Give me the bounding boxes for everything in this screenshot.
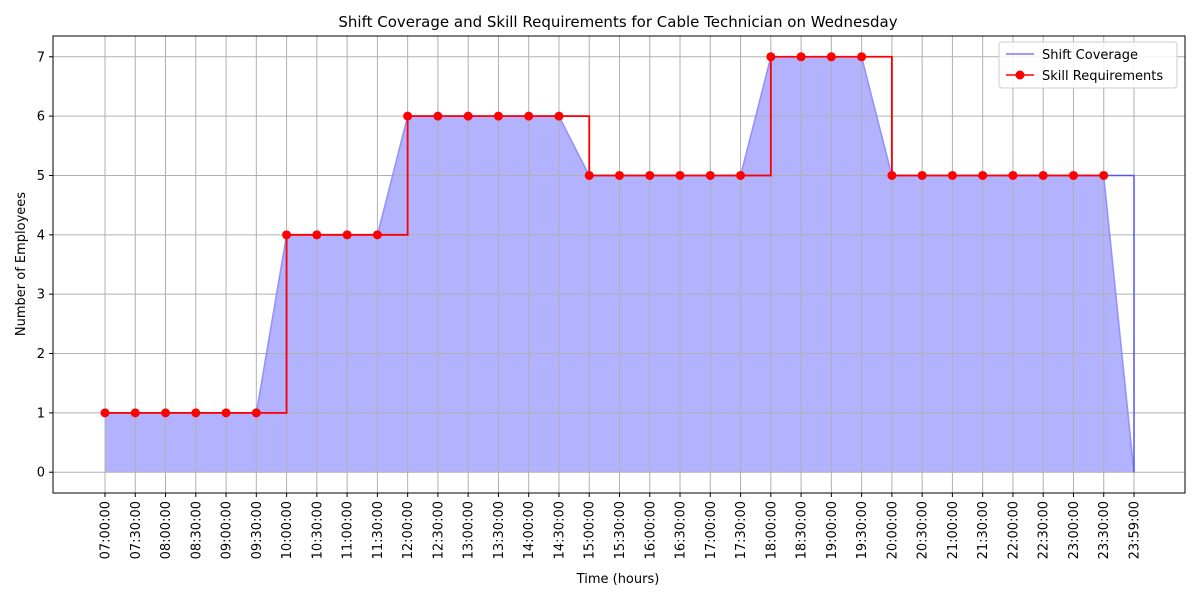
skill-requirements-point [191, 408, 201, 418]
skill-requirements-point [645, 170, 655, 180]
skill-requirements-point [372, 230, 382, 240]
x-tick-label: 10:00:00 [280, 501, 295, 559]
skill-requirements-point [947, 170, 957, 180]
x-tick-label: 17:00:00 [704, 501, 719, 559]
skill-requirements-point [312, 230, 322, 240]
x-tick-label: 11:00:00 [341, 501, 356, 559]
skill-requirements-point [675, 170, 685, 180]
x-tick-label: 20:30:00 [916, 501, 931, 559]
y-tick-label: 5 [37, 169, 45, 184]
plot-area: 0 1 2 3 4 5 6 7 07:00:00 07:30:00 08:00:00 08:30:0… [37, 35, 1186, 559]
legend: Shift Coverage Skill Requirements [998, 41, 1178, 89]
skill-requirements-point [796, 52, 806, 62]
skill-requirements-point [493, 111, 503, 121]
skill-requirements-point [1099, 170, 1109, 180]
skill-requirements-point [826, 52, 836, 62]
x-tick-label: 07:00:00 [99, 501, 114, 559]
x-tick-label: 19:00:00 [825, 501, 840, 559]
x-tick-label: 23:59:00 [1128, 501, 1143, 559]
x-tick-label: 15:00:00 [583, 501, 598, 559]
x-tick-label: 12:00:00 [401, 501, 416, 559]
x-axis: 07:00:00 07:30:00 08:00:00 08:30:00 09:00:00… [99, 493, 1143, 559]
skill-requirements-point [463, 111, 473, 121]
chart-title: Shift Coverage and Skill Requirements fo… [338, 13, 897, 31]
skill-requirements-point [584, 170, 594, 180]
skill-requirements-point [130, 408, 140, 418]
x-tick-label: 20:00:00 [885, 501, 900, 559]
skill-requirements-point [433, 111, 443, 121]
y-tick-label: 4 [37, 228, 45, 243]
skill-requirements-point [736, 170, 746, 180]
x-tick-label: 13:00:00 [462, 501, 477, 559]
skill-requirements-point [403, 111, 413, 121]
skill-requirements-point [705, 170, 715, 180]
skill-requirements-point [251, 408, 261, 418]
skill-requirements-point [766, 52, 776, 62]
x-tick-label: 18:00:00 [764, 501, 779, 559]
y-tick-label: 0 [37, 466, 45, 481]
x-tick-label: 16:00:00 [643, 501, 658, 559]
x-tick-label: 21:00:00 [946, 501, 961, 559]
skill-requirements-point [221, 408, 231, 418]
skill-requirements-point [857, 52, 867, 62]
y-tick-label: 3 [37, 288, 45, 303]
skill-requirements-point [978, 170, 988, 180]
x-tick-label: 09:00:00 [220, 501, 235, 559]
skill-requirements-point [524, 111, 534, 121]
legend-skill-requirements-marker [1015, 70, 1025, 80]
skill-requirements-point [1038, 170, 1048, 180]
x-tick-label: 13:30:00 [492, 501, 507, 559]
skill-requirements-point [1068, 170, 1078, 180]
x-tick-label: 14:30:00 [552, 501, 567, 559]
x-tick-label: 10:30:00 [310, 501, 325, 559]
skill-requirements-point [161, 408, 171, 418]
skill-requirements-point [1008, 170, 1018, 180]
skill-requirements-point [887, 170, 897, 180]
x-tick-label: 22:30:00 [1037, 501, 1052, 559]
x-tick-label: 11:30:00 [371, 501, 386, 559]
skill-requirements-point [342, 230, 352, 240]
x-tick-label: 17:30:00 [734, 501, 749, 559]
series-layer [100, 52, 1135, 473]
y-tick-label: 6 [37, 110, 45, 125]
x-tick-label: 19:30:00 [855, 501, 870, 559]
y-axis: 0 1 2 3 4 5 6 7 [37, 50, 53, 481]
legend-box [998, 41, 1178, 89]
y-tick-label: 2 [37, 347, 45, 362]
y-tick-label: 1 [37, 406, 45, 421]
x-tick-label: 08:30:00 [189, 501, 204, 559]
x-tick-label: 08:00:00 [159, 501, 174, 559]
skill-requirements-point [282, 230, 292, 240]
x-tick-label: 15:30:00 [613, 501, 628, 559]
legend-shift-coverage-label: Shift Coverage [1042, 48, 1138, 63]
x-tick-label: 12:30:00 [431, 501, 446, 559]
legend-skill-requirements-label: Skill Requirements [1042, 69, 1163, 84]
x-tick-label: 16:30:00 [674, 501, 689, 559]
x-tick-label: 23:30:00 [1097, 501, 1112, 559]
x-tick-label: 21:30:00 [976, 501, 991, 559]
y-tick-label: 7 [37, 50, 45, 65]
x-tick-label: 14:00:00 [522, 501, 537, 559]
x-tick-label: 22:00:00 [1006, 501, 1021, 559]
x-tick-label: 07:30:00 [129, 501, 144, 559]
skill-requirements-point [100, 408, 110, 418]
x-axis-label: Time (hours) [576, 572, 660, 587]
skill-requirements-point [615, 170, 624, 180]
x-tick-label: 18:30:00 [795, 501, 810, 559]
skill-requirements-point [554, 111, 564, 121]
y-axis-label: Number of Employees [14, 192, 29, 336]
x-tick-label: 09:30:00 [250, 501, 265, 559]
skill-requirements-point [917, 170, 927, 180]
x-tick-label: 23:00:00 [1067, 501, 1082, 559]
